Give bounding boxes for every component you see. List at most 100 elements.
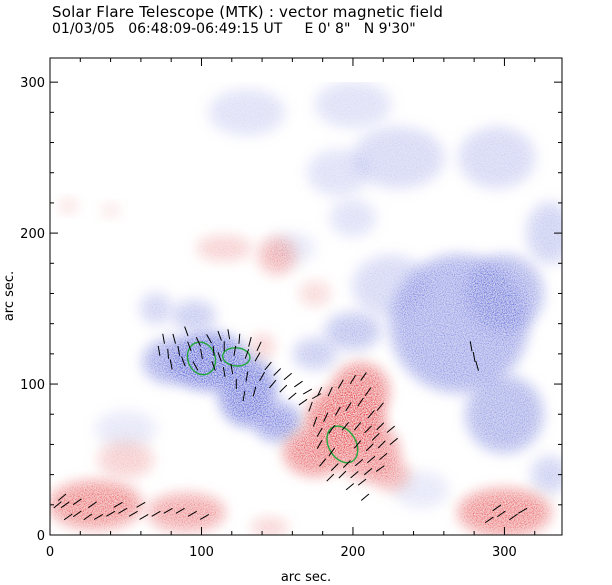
vector-69 bbox=[366, 455, 376, 464]
vector-64 bbox=[389, 437, 399, 446]
negative-polarity-region-22 bbox=[393, 471, 449, 508]
axes: 0 100 200 300 0 100 200 300 bbox=[20, 58, 562, 560]
y-tick-label: 300 bbox=[20, 76, 45, 91]
vector-66 bbox=[330, 463, 339, 471]
vector-87 bbox=[83, 513, 93, 521]
vector-43 bbox=[323, 412, 329, 423]
vector-12 bbox=[212, 345, 215, 356]
vector-8 bbox=[238, 333, 241, 344]
y-axis-label: arc sec. bbox=[2, 271, 17, 321]
y-tick-label: 200 bbox=[20, 227, 45, 242]
negative-polarity-region-10 bbox=[466, 255, 543, 332]
positive-polarity-region-8 bbox=[98, 441, 154, 478]
vector-48 bbox=[327, 386, 333, 397]
vector-15 bbox=[244, 348, 250, 359]
vector-62 bbox=[365, 443, 374, 452]
x-tick-label: 100 bbox=[189, 545, 214, 560]
vector-67 bbox=[343, 460, 351, 468]
vector-56 bbox=[364, 425, 372, 434]
vector-63 bbox=[377, 440, 386, 449]
positive-polarity-region-12 bbox=[249, 334, 275, 359]
vector-95 bbox=[175, 507, 185, 514]
vector-61 bbox=[353, 440, 362, 449]
vector-77 bbox=[357, 478, 367, 486]
vector-57 bbox=[376, 422, 385, 431]
negative-polarity-region-2 bbox=[254, 403, 300, 440]
vector-0 bbox=[157, 345, 161, 356]
vector-108 bbox=[518, 507, 528, 514]
vector-42 bbox=[312, 416, 318, 427]
vector-32 bbox=[252, 386, 257, 397]
x-axis-label: arc sec. bbox=[281, 570, 331, 585]
vector-37 bbox=[181, 356, 186, 367]
vector-101 bbox=[113, 501, 123, 508]
positive-polarity-region-1 bbox=[284, 429, 346, 475]
vector-16 bbox=[254, 352, 261, 362]
vector-30 bbox=[222, 366, 226, 377]
vector-47 bbox=[367, 410, 375, 419]
vector-36 bbox=[192, 361, 199, 371]
vector-96 bbox=[187, 510, 197, 517]
vector-20 bbox=[294, 380, 303, 388]
negative-polarity-region-16 bbox=[458, 127, 535, 188]
chart-subtitle: 01/03/05 06:48:09-06:49:15 UT E 0' 8" N … bbox=[52, 21, 416, 37]
vector-21 bbox=[302, 388, 313, 395]
vector-100 bbox=[88, 501, 97, 509]
vector-17 bbox=[264, 361, 272, 371]
negative-polarity-region-15 bbox=[315, 82, 391, 128]
vector-102 bbox=[136, 501, 146, 508]
negative-polarity-region-7 bbox=[293, 338, 337, 369]
vector-89 bbox=[106, 510, 116, 517]
vector-82 bbox=[371, 432, 380, 441]
vector-22 bbox=[312, 393, 322, 400]
vector-34 bbox=[230, 363, 234, 374]
vector-60 bbox=[328, 447, 336, 457]
positive-polarity-region-5 bbox=[148, 494, 225, 531]
plot-frame bbox=[49, 57, 563, 536]
vector-24 bbox=[269, 379, 277, 389]
negative-polarity-region-21 bbox=[95, 411, 157, 448]
vector-55 bbox=[353, 422, 362, 431]
contour-1 bbox=[222, 347, 251, 367]
positive-polarity-region-15 bbox=[251, 518, 288, 535]
positive-polarity-region-6 bbox=[458, 489, 550, 535]
positive-polarity-region-4 bbox=[50, 482, 141, 528]
negative-polarity-region-20 bbox=[531, 456, 562, 493]
positive-polarity-region-11 bbox=[299, 281, 331, 306]
x-tick-label: 0 bbox=[46, 545, 54, 560]
negative-polarity-region-4 bbox=[172, 301, 216, 332]
negative-polarity-region-13 bbox=[330, 199, 376, 237]
vector-71 bbox=[326, 473, 335, 482]
vector-46 bbox=[357, 397, 364, 407]
vector-45 bbox=[345, 402, 352, 412]
vector-110 bbox=[472, 351, 476, 362]
vector-80 bbox=[364, 387, 372, 396]
vector-83 bbox=[360, 493, 370, 501]
negative-polarity-region-11 bbox=[352, 127, 444, 188]
vector-28 bbox=[245, 371, 249, 382]
negative-polarity-region-5 bbox=[140, 293, 172, 324]
field-map bbox=[50, 82, 562, 535]
vector-74 bbox=[363, 468, 373, 476]
vector-84 bbox=[53, 501, 62, 509]
vector-111 bbox=[475, 360, 479, 371]
vector-68 bbox=[354, 458, 364, 467]
negative-polarity-region-17 bbox=[527, 202, 562, 264]
negative-polarity-region-6 bbox=[325, 313, 381, 350]
vector-105 bbox=[497, 510, 506, 518]
vector-76 bbox=[345, 483, 355, 491]
vector-41 bbox=[162, 333, 165, 344]
positive-polarity-region-9 bbox=[259, 237, 296, 274]
vector-10 bbox=[256, 341, 262, 352]
vector-40 bbox=[184, 326, 189, 337]
vector-91 bbox=[128, 510, 138, 517]
vector-26 bbox=[288, 392, 297, 400]
vector-field bbox=[53, 326, 528, 524]
vector-65 bbox=[319, 458, 327, 467]
vector-107 bbox=[492, 504, 502, 512]
vector-49 bbox=[337, 379, 344, 389]
vector-98 bbox=[60, 501, 70, 509]
vector-79 bbox=[317, 386, 323, 397]
negative-polarity-region-9 bbox=[466, 376, 543, 452]
